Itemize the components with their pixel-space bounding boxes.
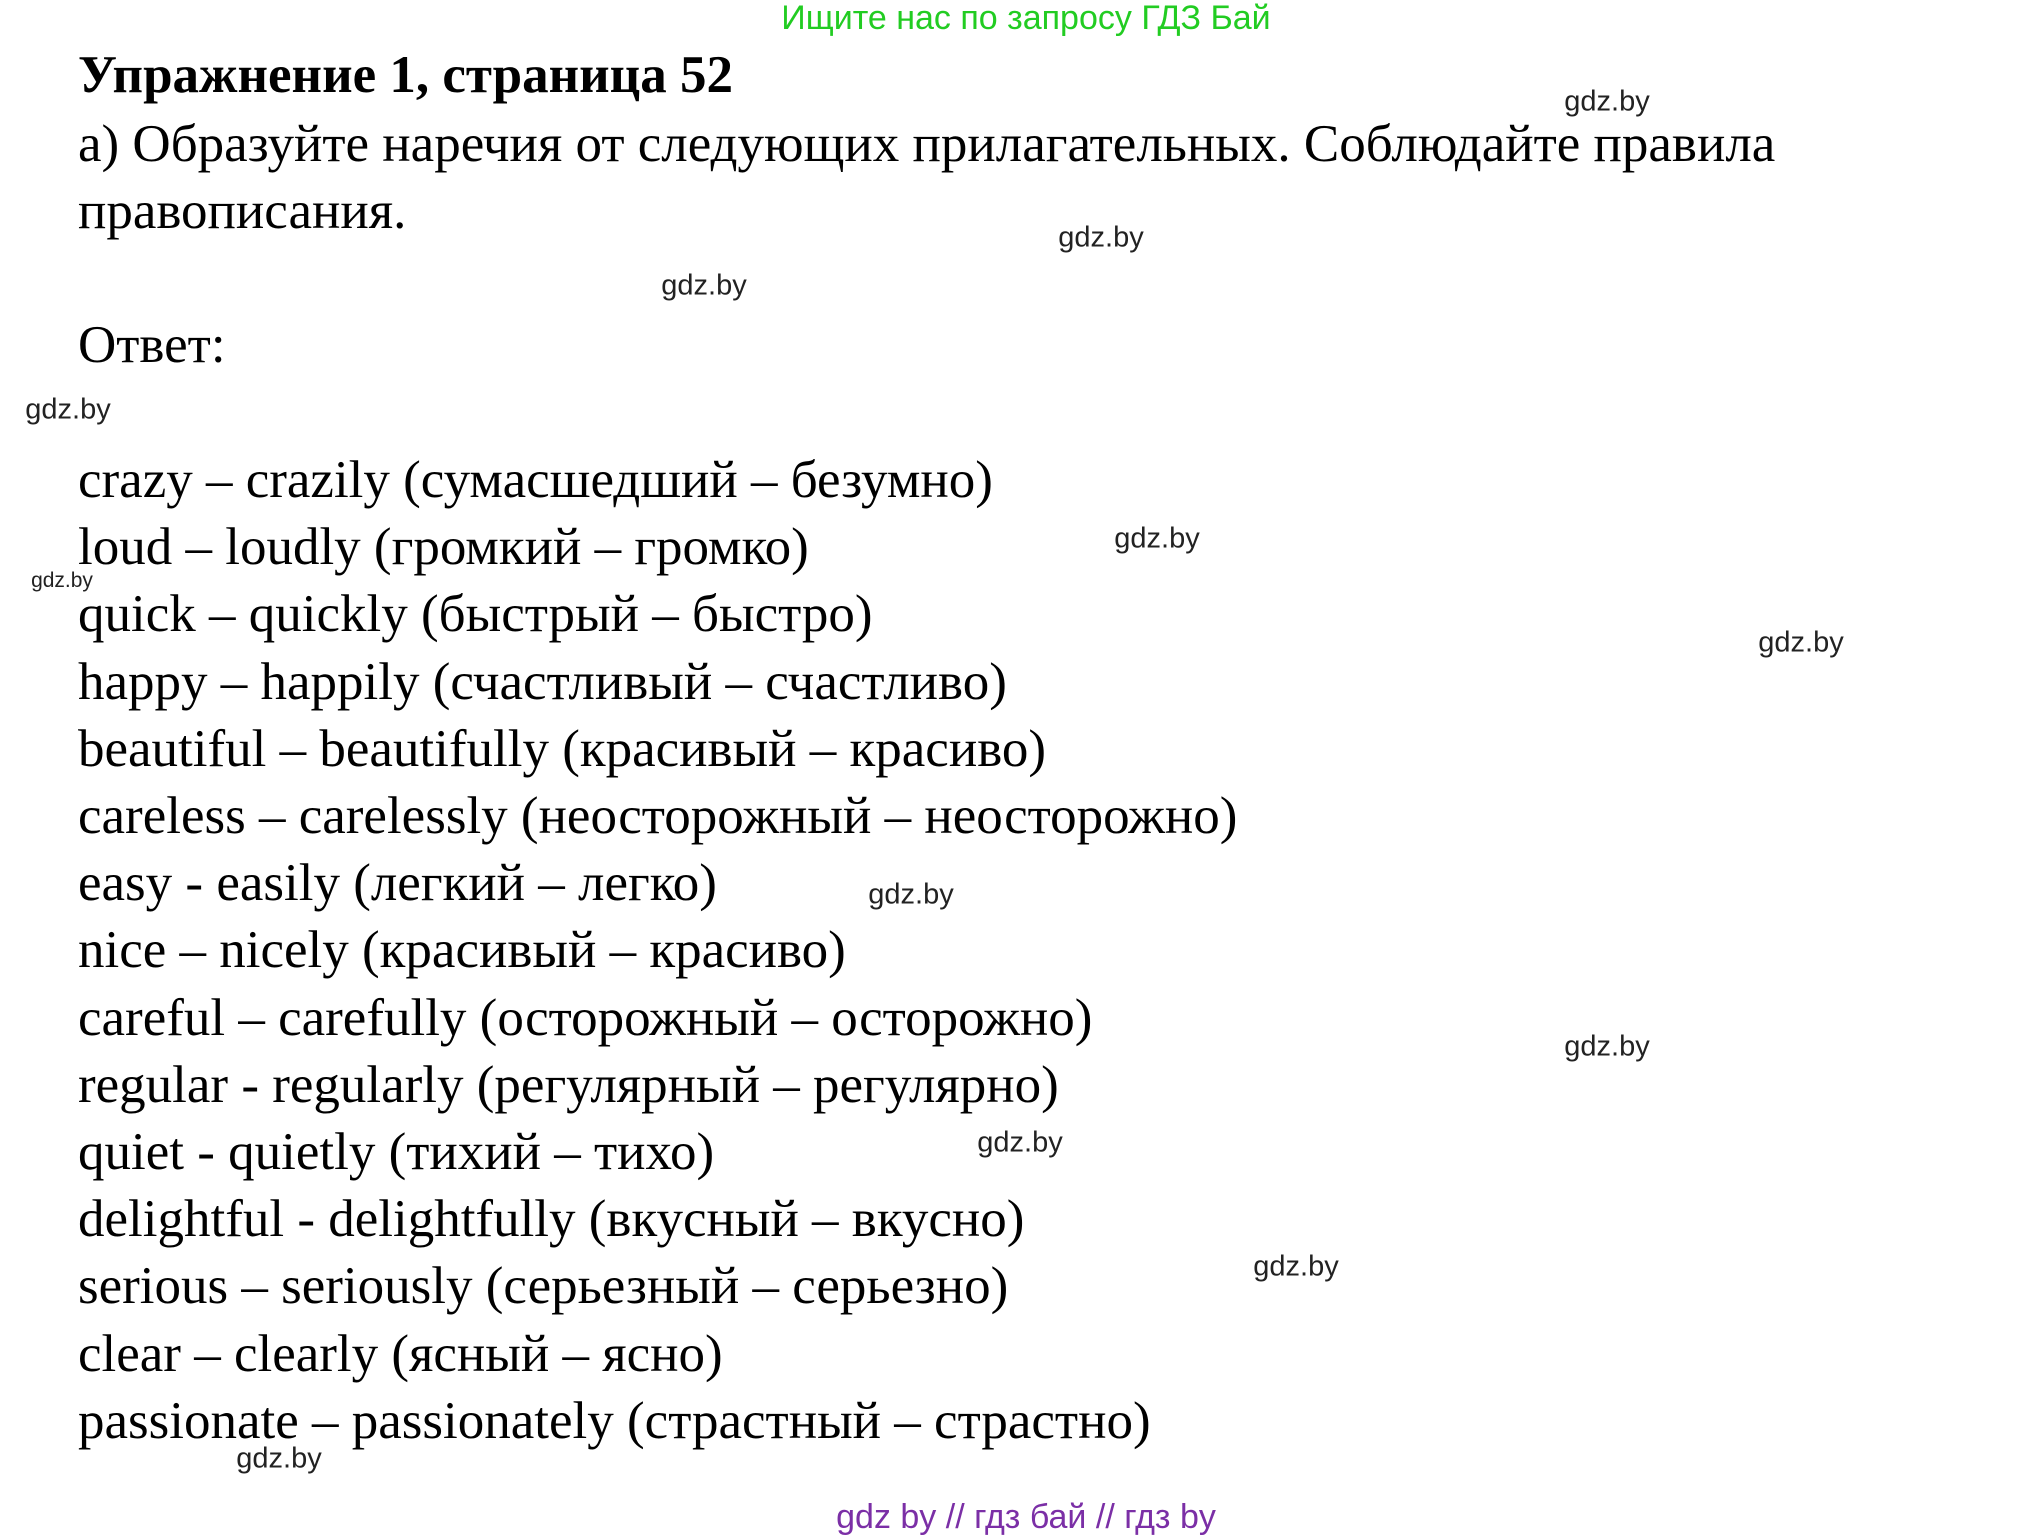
watermark: gdz.by bbox=[31, 569, 93, 592]
watermark: gdz.by bbox=[1114, 522, 1200, 555]
watermark: gdz.by bbox=[1058, 221, 1144, 254]
watermark: gdz.by bbox=[1564, 1030, 1650, 1063]
watermark: gdz.by bbox=[1564, 85, 1650, 118]
watermark: gdz.by bbox=[1253, 1250, 1339, 1283]
watermark: gdz.by bbox=[977, 1126, 1063, 1159]
watermark: gdz.by bbox=[236, 1442, 322, 1475]
answer-line: regular - regularly (регулярный – регуля… bbox=[78, 1055, 1059, 1114]
watermark: gdz.by bbox=[661, 269, 747, 302]
answer-line: loud – loudly (громкий – громко) bbox=[78, 518, 809, 577]
watermark: gdz.by bbox=[868, 878, 954, 911]
answer-line: quick – quickly (быстрый – быстро) bbox=[78, 585, 873, 644]
answer-line: easy - easily (легкий – легко) bbox=[78, 854, 717, 913]
answer-label: Ответ: bbox=[78, 316, 226, 374]
answer-line: careful – carefully (осторожный – осторо… bbox=[78, 988, 1093, 1047]
task-text-line2: правописания. bbox=[78, 182, 407, 240]
answer-line: passionate – passionately (страстный – с… bbox=[78, 1391, 1151, 1450]
answer-line: clear – clearly (ясный – ясно) bbox=[78, 1324, 723, 1383]
watermark: gdz.by bbox=[25, 393, 111, 426]
page-title: Упражнение 1, страница 52 bbox=[78, 46, 733, 104]
answer-line: happy – happily (счастливый – счастливо) bbox=[78, 652, 1007, 711]
answer-line: quiet - quietly (тихий – тихо) bbox=[78, 1123, 715, 1181]
answer-line: serious – seriously (серьезный – серьезн… bbox=[78, 1257, 1009, 1316]
answer-line: delightful - delightfully (вкусный – вку… bbox=[78, 1190, 1025, 1249]
answer-line: beautiful – beautifully (красивый – крас… bbox=[78, 719, 1047, 778]
task-text-line1: а) Образуйте наречия от следующих прилаг… bbox=[78, 115, 1776, 173]
answer-line: careless – carelessly (неосторожный – не… bbox=[78, 787, 1238, 845]
footer-links[interactable]: gdz by // гдз бай // гдз by bbox=[836, 1498, 1216, 1536]
header-search-link[interactable]: Ищите нас по запросу ГДЗ Бай bbox=[781, 0, 1271, 37]
watermark: gdz.by bbox=[1758, 626, 1844, 659]
answer-line: nice – nicely (красивый – красиво) bbox=[78, 921, 846, 980]
answer-line: crazy – crazily (сумасшедший – безумно) bbox=[78, 451, 993, 509]
